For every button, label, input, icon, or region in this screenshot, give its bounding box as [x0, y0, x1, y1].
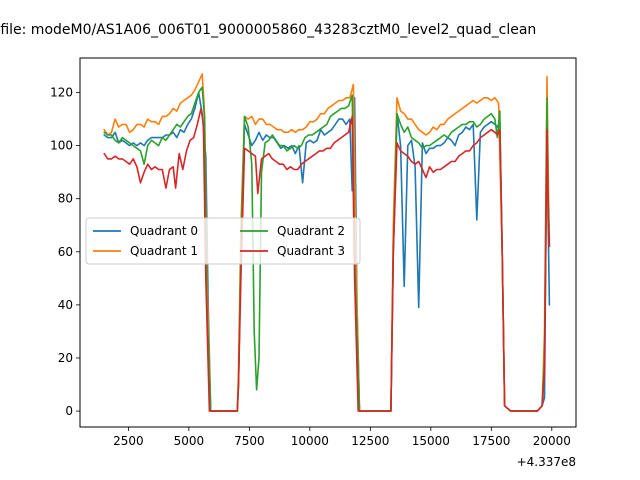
x-tick-label: 7500 [234, 434, 265, 448]
x-tick-label: 20000 [533, 434, 571, 448]
x-tick-label: 15000 [412, 434, 450, 448]
plot-frame [79, 57, 577, 428]
x-tick-label: 17500 [472, 434, 510, 448]
y-tick-label: 80 [58, 192, 73, 206]
series-line-quadrant-3 [103, 107, 551, 412]
x-tick-label: 2500 [113, 434, 144, 448]
series-layer [103, 73, 551, 412]
legend-label-quadrant-0: Quadrant 0 [130, 224, 198, 238]
y-tick-label: 20 [58, 351, 73, 365]
series-line-quadrant-0 [103, 91, 551, 412]
x-tick-label: 5000 [174, 434, 205, 448]
legend-frame [85, 217, 361, 265]
x-tick-label: 12500 [351, 434, 389, 448]
y-tick-label: 60 [58, 245, 73, 259]
y-tick-label: 100 [50, 139, 73, 153]
y-tick-label: 40 [58, 298, 73, 312]
chart-title: n file: modeM0/AS1A06_006T01_9000005860_… [0, 22, 536, 38]
x-tick-label: 10000 [291, 434, 329, 448]
series-line-quadrant-1 [103, 73, 551, 412]
y-axis: 0 20 40 60 80 100 120 [50, 86, 80, 418]
legend: Quadrant 0 Quadrant 1 Quadrant 2 Quadran… [85, 217, 361, 265]
legend-label-quadrant-2: Quadrant 2 [277, 224, 345, 238]
y-tick-label: 0 [65, 404, 73, 418]
legend-label-quadrant-1: Quadrant 1 [130, 244, 198, 258]
x-axis-offset-label: +4.337e8 [517, 455, 576, 469]
x-axis: 2500 5000 7500 10000 12500 15000 17500 20000 [113, 427, 571, 448]
legend-label-quadrant-3: Quadrant 3 [277, 244, 345, 258]
y-tick-label: 120 [50, 86, 73, 100]
series-line-quadrant-2 [103, 86, 551, 412]
